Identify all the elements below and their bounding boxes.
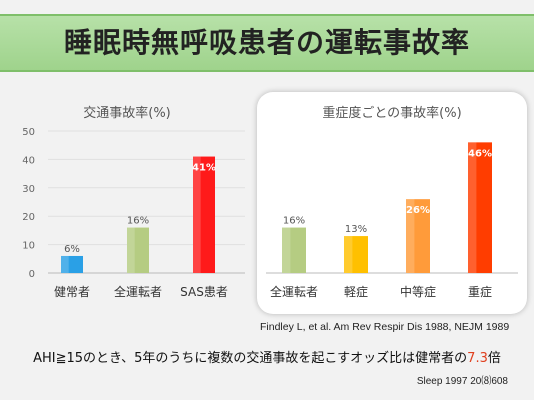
summary-text-before: AHI≧15のとき、5年のうちに複数の交通事故を起こすオッズ比は健常者の — [33, 351, 468, 366]
data-label: 16% — [283, 216, 305, 227]
bar — [282, 227, 306, 273]
bar — [193, 156, 215, 273]
bar-highlight — [282, 227, 291, 273]
category-label: 中等症 — [400, 284, 436, 299]
data-label: 26% — [406, 205, 430, 216]
chart-title: 重症度ごとの事故率(%) — [322, 105, 461, 121]
data-label: 16% — [127, 216, 149, 227]
data-label: 6% — [64, 244, 80, 255]
bar-highlight — [193, 156, 201, 273]
bar — [61, 255, 83, 273]
y-tick-label: 0 — [29, 269, 35, 280]
bar — [406, 199, 430, 273]
data-label: 41% — [192, 163, 216, 174]
y-tick-label: 50 — [22, 127, 35, 138]
data-label: 46% — [468, 148, 492, 159]
bar-highlight — [127, 227, 135, 273]
slide-title: 睡眠時無呼吸患者の運転事故率 — [63, 26, 470, 59]
category-label: 軽症 — [344, 284, 368, 299]
y-tick-label: 10 — [22, 241, 35, 252]
bar-highlight — [468, 142, 477, 273]
y-tick-label: 20 — [22, 212, 35, 223]
bar — [127, 227, 149, 273]
bar — [344, 236, 368, 273]
category-label: 健常者 — [54, 285, 90, 299]
category-label: 重症 — [468, 284, 492, 299]
citation: Findley L, et al. Am Rev Respir Dis 1988… — [260, 321, 510, 333]
category-label: SAS患者 — [180, 285, 228, 299]
summary-text-after: 倍 — [487, 351, 501, 366]
reference: Sleep 1997 20⑻608 — [416, 376, 508, 387]
category-label: 全運転者 — [270, 284, 318, 299]
chart-title: 交通事故率(%) — [83, 105, 171, 121]
y-tick-label: 40 — [22, 155, 35, 166]
bar-highlight — [406, 199, 415, 273]
y-tick-label: 30 — [22, 184, 35, 195]
summary-line: AHI≧15のとき、5年のうちに複数の交通事故を起こすオッズ比は健常者の7.3倍 — [0, 347, 534, 366]
data-label: 13% — [345, 224, 367, 235]
title-band: 睡眠時無呼吸患者の運転事故率 — [0, 14, 534, 72]
odds-ratio-value: 7.3 — [467, 351, 488, 366]
category-label: 全運転者 — [114, 284, 162, 299]
bar — [468, 142, 492, 273]
bar-highlight — [344, 236, 353, 273]
bar-highlight — [61, 255, 69, 273]
